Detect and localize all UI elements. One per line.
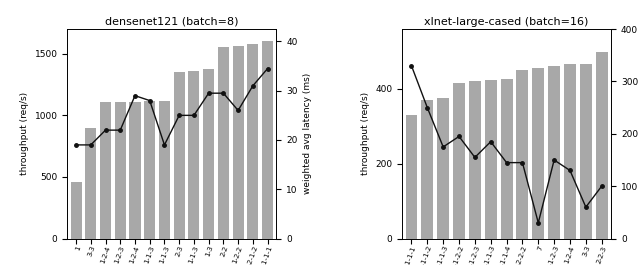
Y-axis label: weighted avg latency (ms): weighted avg latency (ms) (303, 73, 312, 195)
Bar (406, 115, 417, 238)
Bar (70, 182, 81, 238)
Bar (115, 102, 126, 238)
Bar (203, 69, 214, 238)
Bar (580, 64, 592, 238)
Bar (469, 82, 481, 239)
Bar (453, 83, 465, 238)
Bar (532, 68, 544, 238)
Title: densenet121 (batch=8): densenet121 (batch=8) (105, 17, 239, 27)
Bar (188, 71, 200, 238)
Bar (437, 98, 449, 238)
Bar (262, 41, 273, 238)
Bar (232, 46, 244, 239)
Title: xlnet-large-cased (batch=16): xlnet-large-cased (batch=16) (424, 17, 589, 27)
Y-axis label: throughput (req/s): throughput (req/s) (20, 92, 29, 175)
Bar (85, 128, 96, 238)
Bar (218, 47, 229, 239)
Bar (100, 102, 111, 238)
Bar (144, 101, 156, 238)
Bar (596, 52, 607, 239)
Bar (548, 66, 560, 238)
Bar (173, 72, 185, 238)
Bar (247, 44, 259, 238)
Bar (421, 100, 433, 238)
Bar (484, 80, 497, 239)
Bar (564, 64, 576, 238)
Y-axis label: throughput (req/s): throughput (req/s) (360, 92, 369, 175)
Bar (129, 101, 141, 238)
Bar (516, 70, 529, 238)
Bar (159, 101, 170, 238)
Bar (500, 79, 513, 239)
